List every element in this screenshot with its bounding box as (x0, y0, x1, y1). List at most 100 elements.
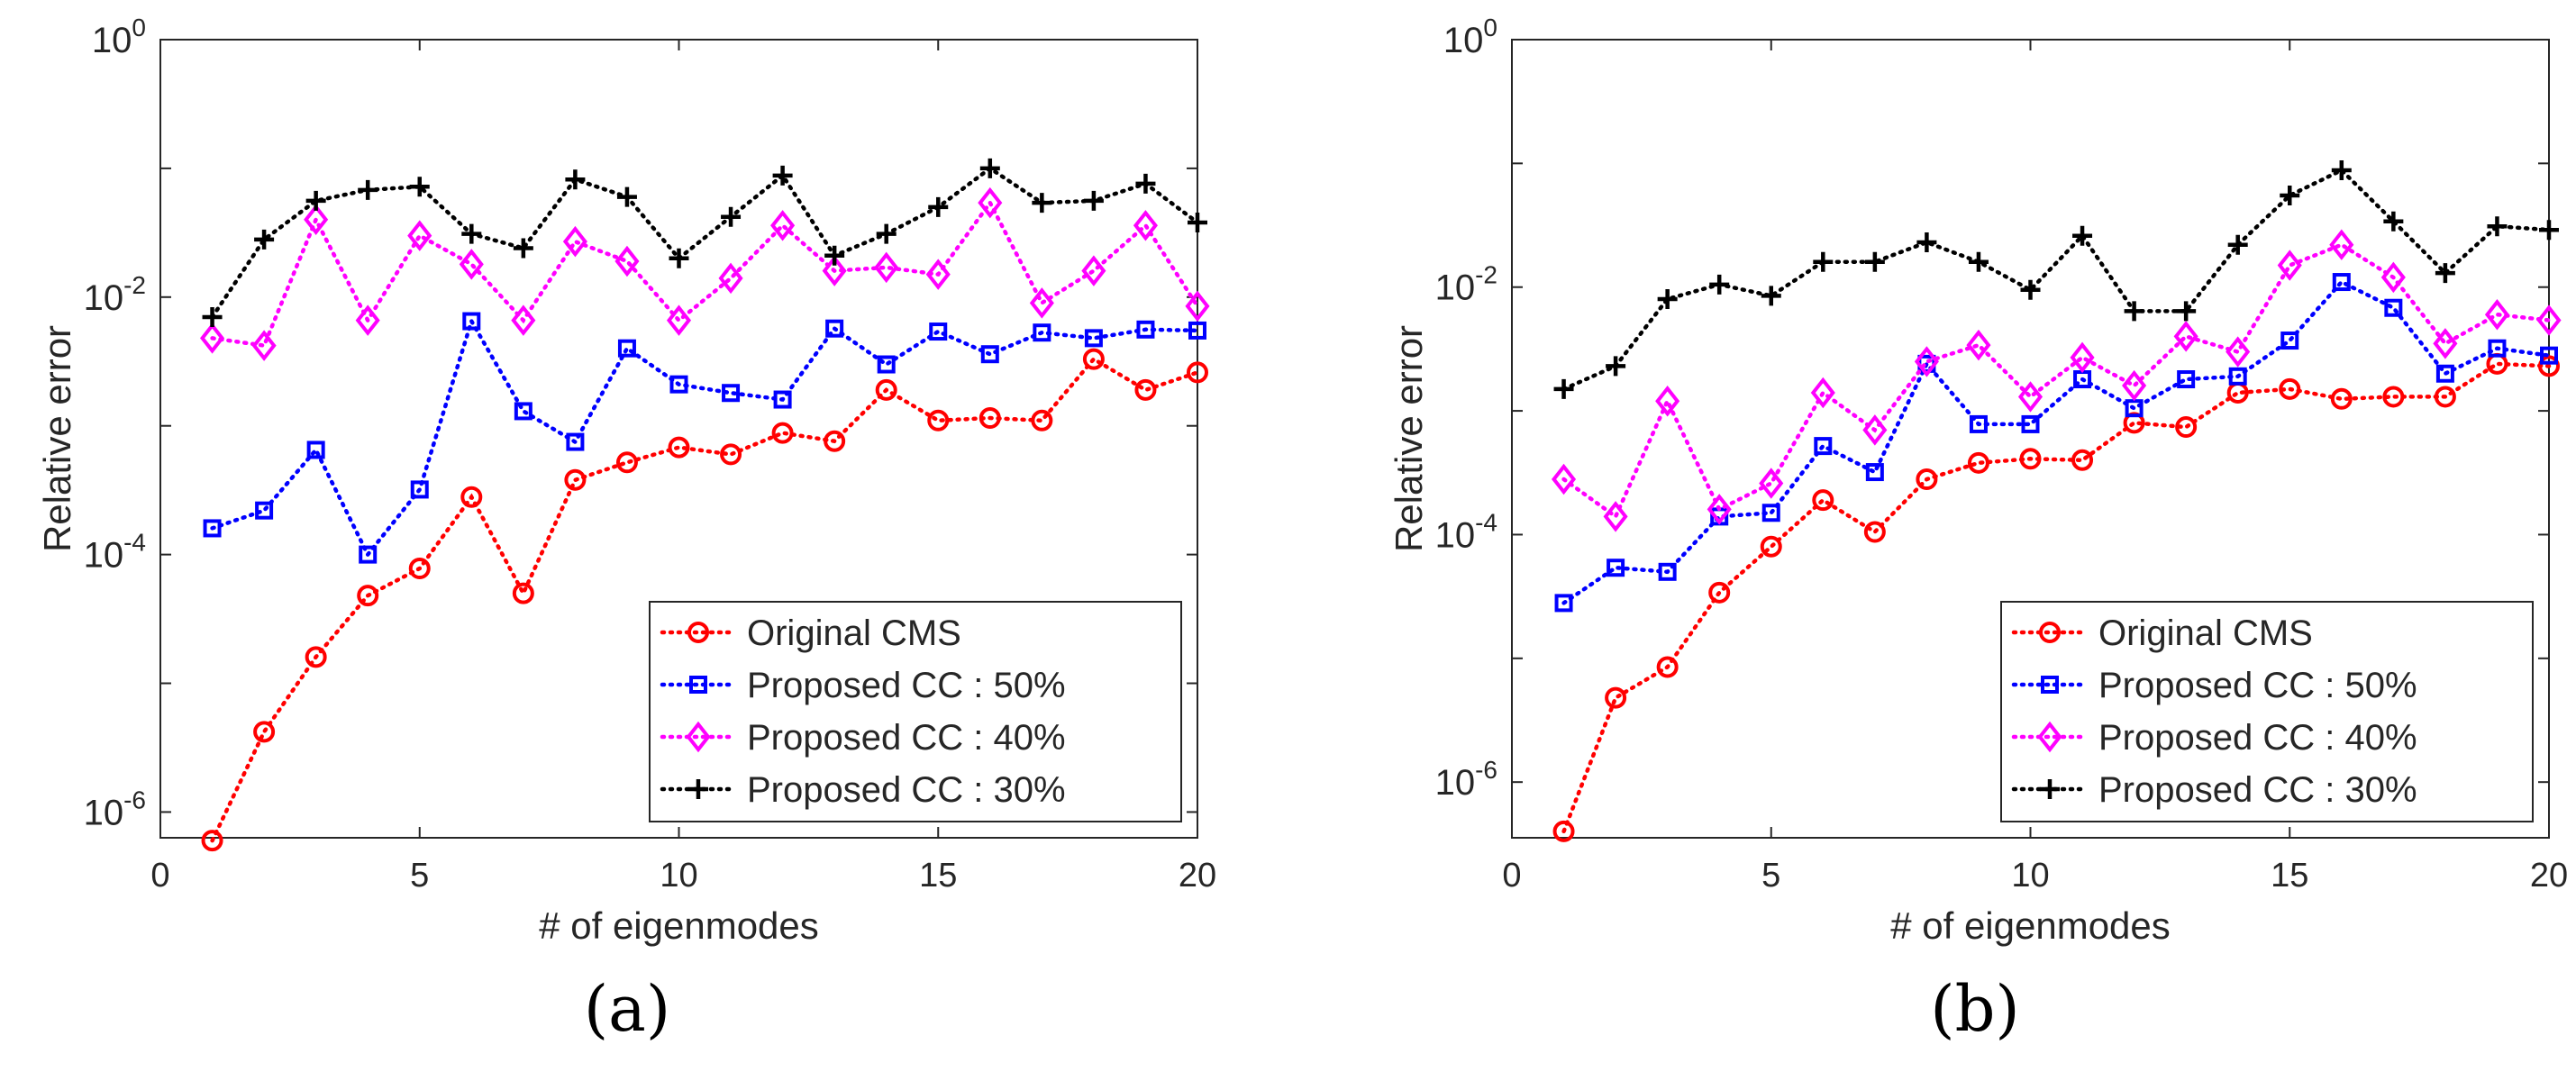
data-point (2021, 414, 2040, 433)
series-original-cms (201, 348, 1208, 852)
data-point (357, 585, 379, 607)
legend-item: Proposed CC : 50% (660, 666, 1066, 705)
data-point (566, 432, 585, 451)
data-point (979, 158, 1000, 178)
data-point (1603, 501, 1628, 532)
data-point (1916, 232, 1937, 253)
data-point (2072, 225, 2093, 246)
legend-item: Proposed CC : 50% (2011, 666, 2417, 705)
data-point (2384, 298, 2403, 317)
data-point (2382, 386, 2405, 408)
data-point (929, 322, 948, 341)
data-point (461, 223, 482, 244)
x-axis-label: # of eigenmodes (1890, 904, 2171, 947)
data-point (251, 330, 277, 361)
data-point (822, 255, 847, 286)
x-tick-label: 0 (1502, 857, 1521, 895)
data-point (1760, 535, 1782, 558)
legend-marker (686, 721, 711, 753)
data-point (1810, 377, 1835, 409)
series-line (1561, 242, 2552, 520)
data-point (1761, 504, 1780, 522)
data-point (408, 558, 431, 580)
data-point (876, 223, 897, 244)
data-point (721, 206, 742, 227)
data-point (1033, 323, 1051, 342)
data-point (1658, 562, 1677, 581)
data-point (305, 190, 326, 211)
legend-item: Proposed CC : 40% (2011, 718, 2417, 758)
data-point (513, 238, 533, 259)
data-point (2488, 339, 2507, 358)
data-point (358, 179, 378, 200)
y-tick-label: 10-6 (1435, 756, 1497, 803)
y-axis-label: Relative error (36, 325, 78, 552)
chart-a: 0 5 10 15 20 10-6 10-4 10-2 100 # of eigenmodes Re… (36, 14, 1216, 947)
data-point (2280, 332, 2299, 350)
data-point (2226, 336, 2251, 368)
data-point (978, 186, 1003, 219)
data-point (1863, 521, 1886, 543)
data-point (2227, 234, 2248, 255)
y-tick-label: 100 (1443, 14, 1497, 60)
data-point (1552, 463, 1577, 495)
data-point (1552, 820, 1575, 842)
data-point (410, 480, 429, 499)
data-point (1862, 414, 1888, 446)
data-point (2020, 279, 2041, 300)
data-point (2277, 250, 2302, 281)
data-point (875, 378, 897, 401)
data-point (2017, 381, 2044, 413)
data-point (1864, 251, 1885, 272)
data-point (1814, 437, 1833, 456)
x-tick-label: 10 (2011, 857, 2049, 895)
data-point (877, 355, 896, 374)
data-point (2329, 229, 2354, 260)
data-point (306, 441, 325, 459)
y-tick-label: 10-4 (1435, 508, 1497, 555)
data-point (666, 304, 692, 336)
data-point (668, 436, 690, 459)
data-point (201, 830, 223, 852)
series-proposed-cc-30 (1553, 159, 2559, 399)
data-point (2540, 346, 2558, 365)
data-point (1607, 559, 1625, 577)
data-point (511, 304, 536, 336)
series-line (210, 198, 1200, 349)
data-point (2019, 448, 2042, 470)
data-point (2331, 159, 2352, 180)
data-point (874, 251, 899, 284)
data-point (979, 407, 1001, 430)
data-point (1187, 361, 1208, 384)
data-point (255, 501, 274, 520)
data-point (980, 345, 999, 364)
data-point (1134, 378, 1157, 401)
chart-b: 0 5 10 15 20 10-6 10-4 10-2 100 # of eigenmodes Re… (1388, 14, 2568, 947)
legend-label: Proposed CC : 30% (747, 770, 1066, 810)
x-tick-label: 20 (1179, 857, 1216, 895)
x-tick-label: 15 (2271, 857, 2308, 895)
data-point (1133, 210, 1158, 241)
data-point (2124, 301, 2144, 322)
data-point (617, 339, 636, 358)
y-tick-label: 10-6 (84, 786, 146, 832)
data-point (616, 186, 637, 207)
legend-label: Proposed CC : 50% (2098, 666, 2417, 705)
data-point (1657, 289, 1678, 310)
data-point (1813, 251, 1834, 272)
data-point (2332, 273, 2351, 292)
data-point (2484, 298, 2509, 331)
data-point (359, 545, 378, 564)
data-point (1655, 385, 1680, 417)
data-point (1966, 329, 1991, 361)
data-point (614, 245, 640, 277)
data-point (1135, 173, 1156, 194)
data-point (304, 204, 329, 236)
data-point (1761, 286, 1781, 306)
data-point (254, 229, 275, 250)
legend-marker (2040, 779, 2060, 799)
legend-label: Proposed CC : 30% (2098, 770, 2417, 810)
x-tick-label: 0 (150, 857, 169, 895)
legend-box (649, 601, 1182, 822)
data-point (1914, 346, 1939, 377)
